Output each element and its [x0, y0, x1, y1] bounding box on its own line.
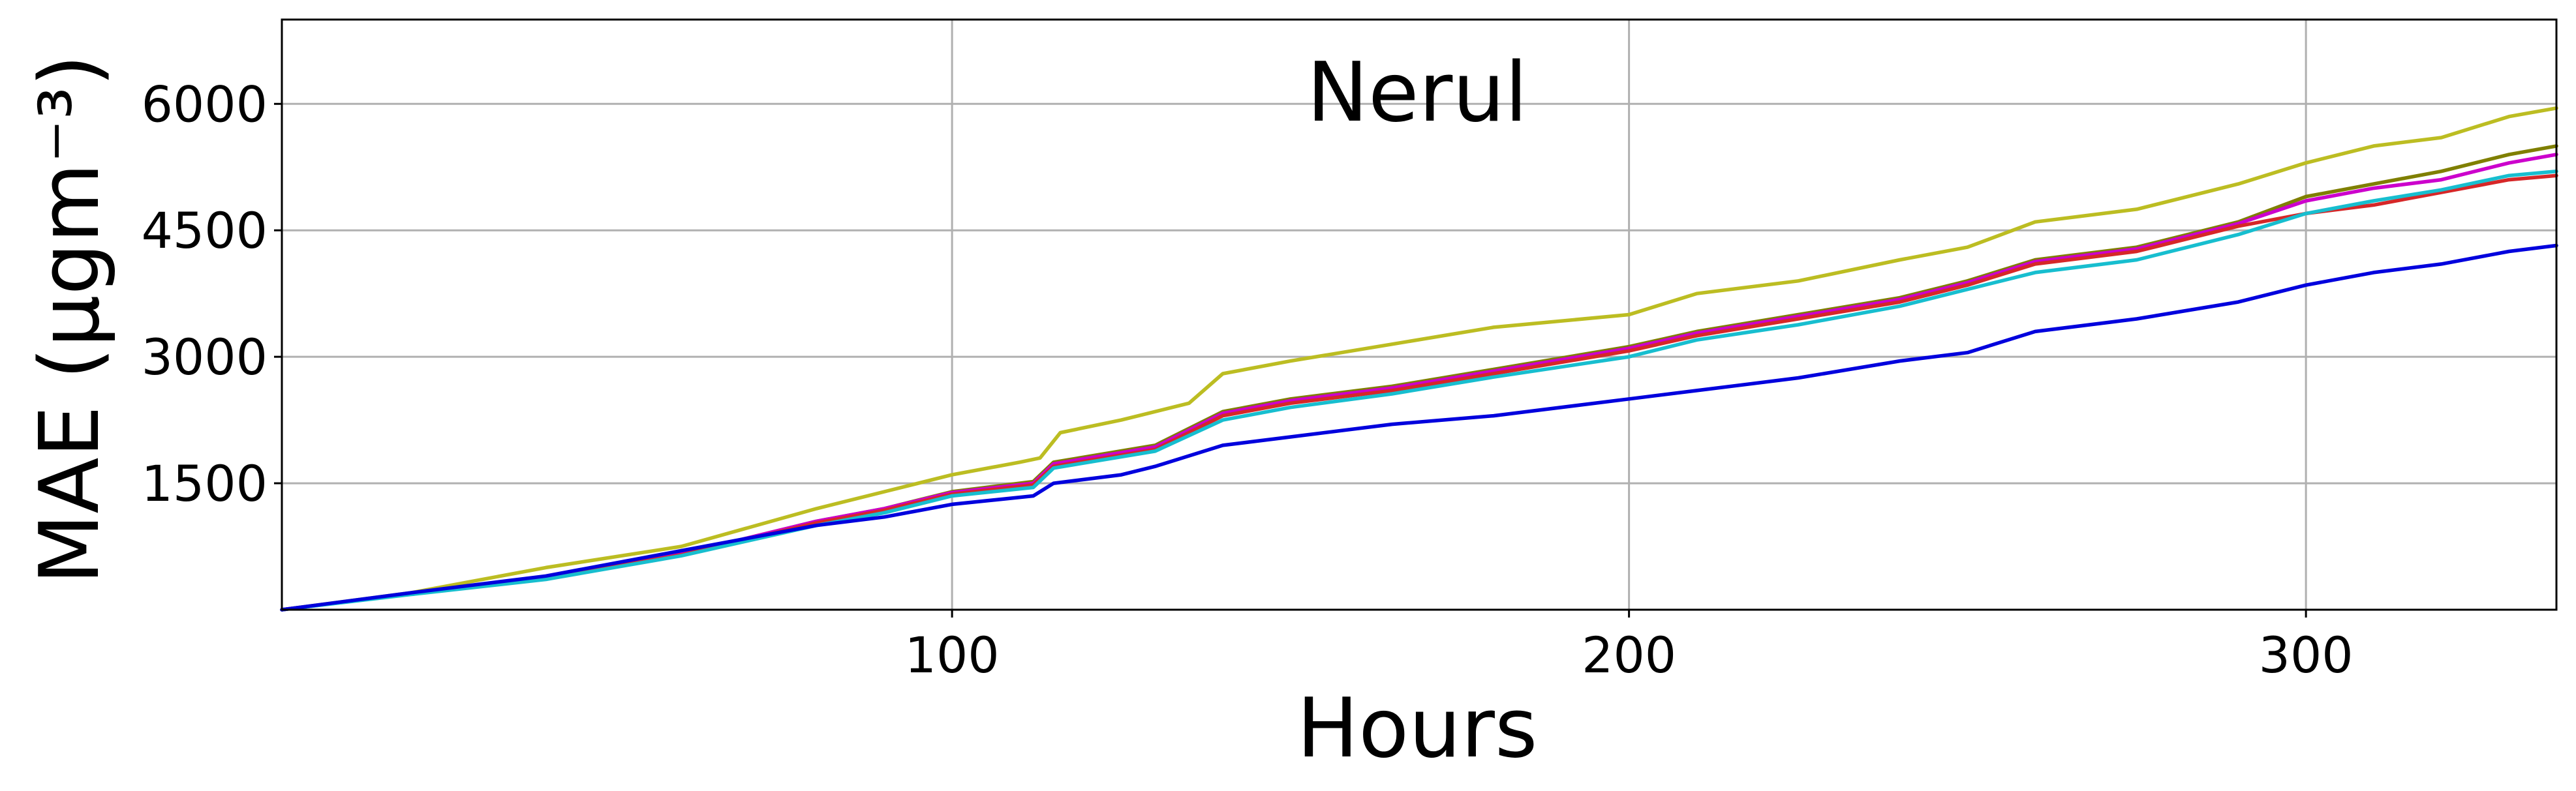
x-tick-label: 200 — [1582, 626, 1676, 684]
grid — [282, 20, 2556, 610]
x-axis-title: Hours — [1296, 680, 1537, 776]
series-line-5 — [280, 169, 2558, 612]
y-tick-label: 6000 — [142, 75, 268, 133]
y-tick-label: 1500 — [142, 455, 268, 513]
y-axis-title: MAE (μgm⁻³) — [22, 55, 117, 585]
series-line-2 — [280, 144, 2558, 612]
series-line-4 — [280, 173, 2558, 612]
chart-title: Nerul — [1307, 44, 1527, 140]
series-line-6 — [280, 243, 2558, 612]
y-tick-label: 3000 — [142, 328, 268, 386]
y-tick-label: 4500 — [142, 201, 268, 260]
tick-labels: 100 200 300 1500 3000 4500 6000 — [142, 75, 2354, 684]
plot-area-frame — [281, 18, 2558, 611]
x-tick-label: 100 — [905, 626, 1000, 684]
x-tick-label: 300 — [2259, 626, 2354, 684]
series-lines — [280, 106, 2558, 612]
series-line-1 — [280, 106, 2558, 612]
series-line-3 — [280, 153, 2558, 612]
